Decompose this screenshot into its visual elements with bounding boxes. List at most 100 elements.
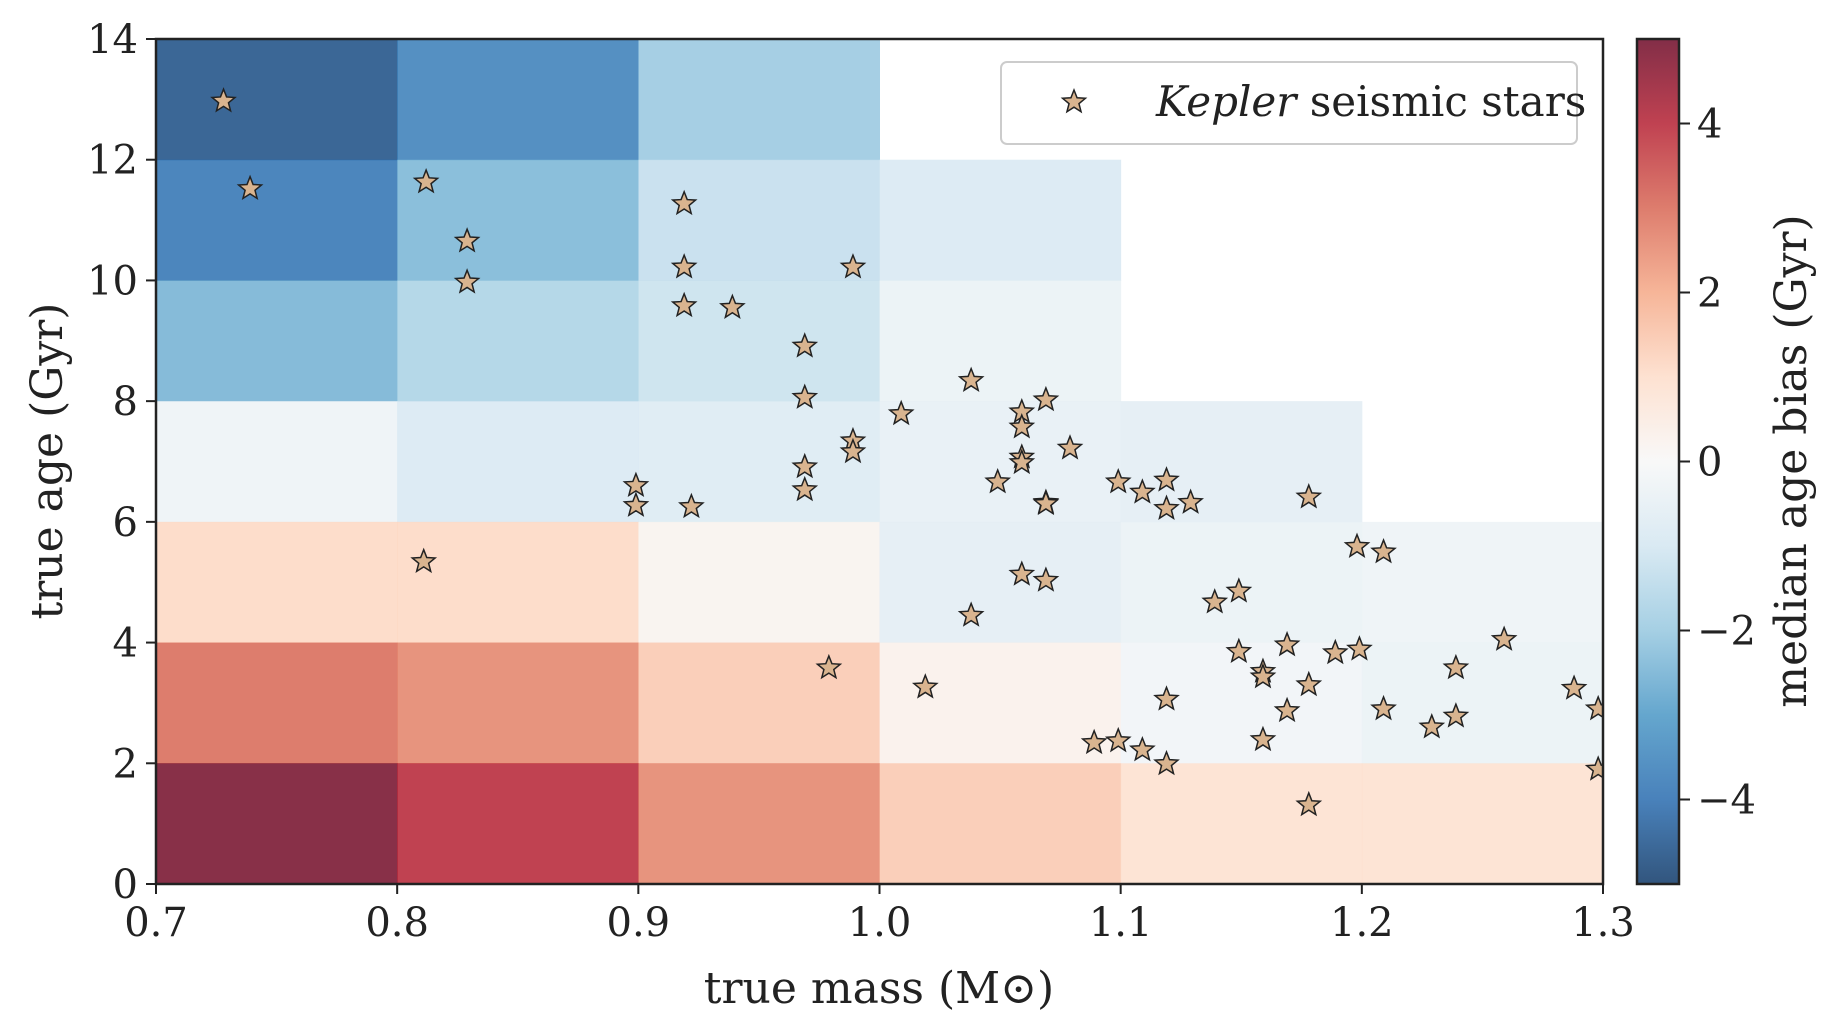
y-tick-label: 0 [113,862,138,908]
colorbar-gradient [1637,39,1679,884]
star-point [1153,494,1180,520]
heatmap-cell [879,159,1122,281]
star-point [670,253,698,279]
star-point [1008,560,1036,586]
colorbar-tick-label: 0 [1697,440,1722,486]
star-point [791,383,819,409]
heatmap-cell [879,401,1122,523]
y-tick-label: 2 [113,741,138,787]
star-point [622,491,650,517]
star-point [1225,637,1253,663]
star-point [1295,790,1323,817]
star-markers [210,87,1603,817]
heatmap-cell [397,39,639,161]
heatmap-cell [638,521,880,644]
star-point [1321,638,1349,665]
star-point [1153,685,1180,711]
y-tick-label: 6 [113,500,138,546]
x-tick-label: 1.0 [848,900,912,946]
x-tick-label: 1.2 [1330,900,1394,946]
heatmap-cell [638,763,880,885]
star-point [1201,588,1229,614]
colorbar: 4 2 0 −2 −4 median age bias (Gyr) [1635,37,1817,886]
star-point [1008,448,1036,475]
x-tick-label: 1.1 [1089,900,1153,946]
legend-box [1000,61,1578,145]
heatmap-cell [397,763,639,885]
star-point [453,268,481,294]
heatmap-cell [156,280,398,402]
legend-star-marker [1060,87,1088,114]
heatmap-cell [879,521,1122,644]
star-point [1104,467,1132,494]
heatmap-cell [879,642,1122,764]
heatmap-cell [156,39,398,161]
star-point [678,492,705,519]
x-tick-label: 0.8 [365,900,429,946]
star-point [1370,537,1397,564]
heatmap-cell [397,642,639,764]
heatmap-cell [156,521,398,644]
x-axis: 0.7 0.8 0.9 1.0 1.1 1.2 1.3 [124,884,1635,946]
star-point [1295,483,1323,509]
star-point [1080,728,1108,755]
star-point [622,471,650,498]
heatmap-cell [638,159,880,281]
star-point [1177,488,1204,514]
star-point [1584,755,1603,781]
star-point [815,653,843,680]
star-point [1442,653,1470,680]
x-tick-label: 0.7 [124,900,188,946]
star-point [791,452,819,479]
colorbar-tick-label: −4 [1697,778,1756,824]
heatmap-cells [156,39,1604,885]
heatmap-cell [1120,642,1363,764]
star-point [1153,466,1180,492]
y-axis: 0 2 4 6 8 10 12 14 [87,17,156,908]
star-point [670,291,698,318]
star-point [1295,670,1323,697]
colorbar-label: median age bias (Gyr) [1766,214,1817,707]
star-point [791,332,819,358]
legend: Kepler seismic stars [1000,61,1586,145]
star-point [670,189,698,216]
heatmap-cell [1361,642,1604,764]
heatmap-cell [1120,401,1363,523]
star-point [1032,385,1060,412]
heatmap-cell [879,763,1122,885]
star-point [1249,662,1277,689]
star-point [791,475,819,502]
star-point [1346,635,1373,661]
colorbar-tick-label: 4 [1697,102,1722,148]
star-point [410,547,438,574]
star-point [1104,726,1132,753]
heatmap-cell [397,159,639,281]
star-point [911,673,939,699]
legend-label-italic: Kepler [1155,77,1299,126]
star-point [1584,694,1603,721]
star-point [1225,577,1253,603]
star-point [1008,413,1036,439]
star-point [236,174,264,201]
heatmap-cell [638,280,880,402]
star-point [1129,735,1156,762]
colorbar-ticks: 4 2 0 −2 −4 [1679,102,1756,824]
y-tick-label: 8 [113,379,138,425]
star-point [1343,532,1371,558]
star-point [1273,696,1301,723]
heatmap-cell [1120,521,1363,644]
heatmap-cell [397,521,639,644]
heatmap-cell [156,401,398,523]
star-point [839,253,867,279]
star-point [1442,702,1470,728]
colorbar-tick-label: 2 [1697,271,1722,317]
star-point [1032,566,1060,592]
y-axis-label: true age (Gyr) [22,303,73,620]
heatmap-cell [156,159,398,281]
star-point [1560,674,1588,700]
star-point [1490,625,1518,651]
star-point [1153,749,1180,776]
x-axis-label: true mass (M⊙) [704,963,1054,1014]
